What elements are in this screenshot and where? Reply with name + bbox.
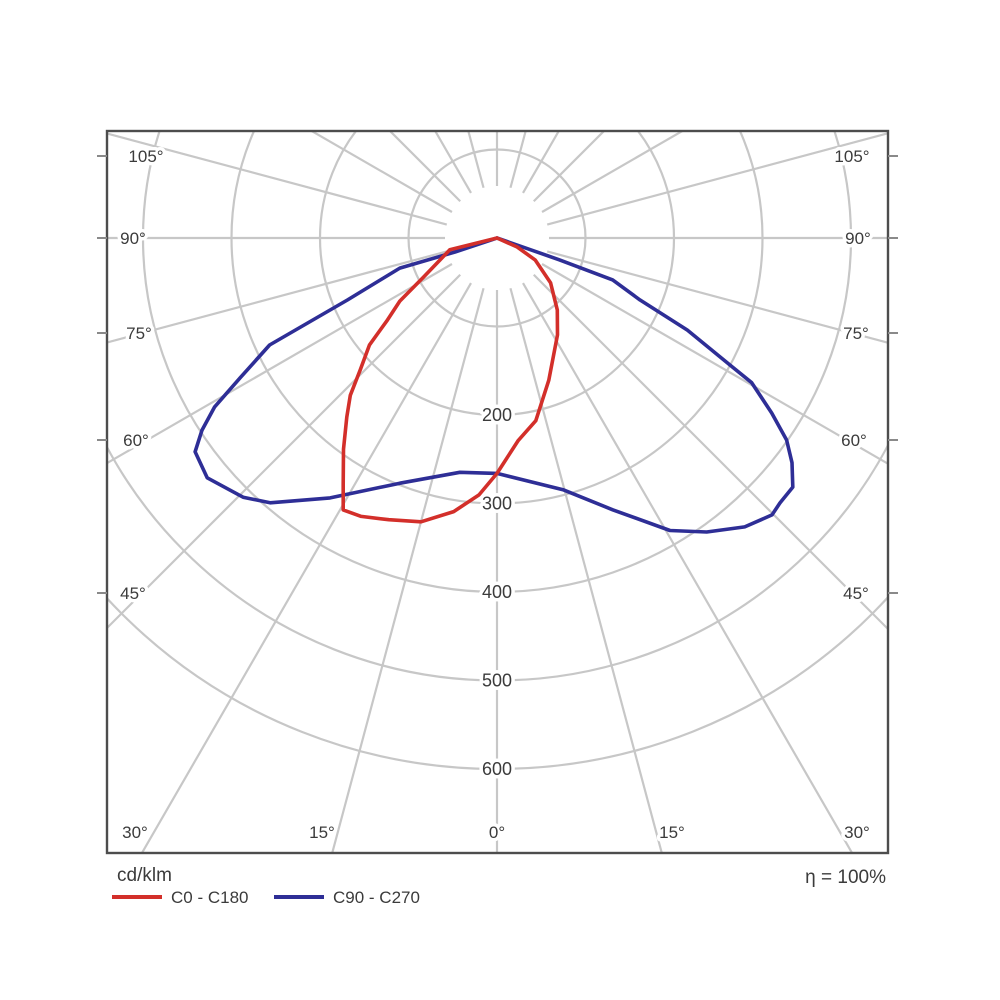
angle-gridline <box>107 132 412 217</box>
chart-frame <box>105 129 890 855</box>
angle-gridline <box>518 131 527 153</box>
gamma-label: 60° <box>841 431 867 450</box>
angle-gridline <box>559 131 606 176</box>
inner-angle-tick <box>546 213 584 226</box>
c0-c180-curve <box>341 236 560 524</box>
gamma-label: 30° <box>844 823 870 842</box>
radial-value-label: 200 <box>482 405 512 425</box>
inner-angle-tick <box>546 250 584 263</box>
radial-value-label: 600 <box>482 759 512 779</box>
inner-angle-tick <box>410 213 448 226</box>
unit-label: cd/klm <box>117 865 172 886</box>
gamma-label: 30° <box>122 823 148 842</box>
angle-gridline <box>540 131 561 162</box>
inner-angle-tick <box>472 287 485 325</box>
legend-item-c0-c180: C0 - C180 <box>112 888 248 907</box>
angle-gridline <box>518 323 663 853</box>
angle-gridline <box>107 300 435 630</box>
gamma-label: 0° <box>489 823 505 842</box>
inner-angle-tick <box>509 151 522 189</box>
gamma-label: 45° <box>843 584 869 603</box>
angle-gridline <box>573 131 685 195</box>
inner-angle-tick <box>433 174 462 203</box>
inner-angle-tick <box>532 174 561 203</box>
gamma-label: 105° <box>834 147 869 166</box>
angle-gridline <box>582 259 888 344</box>
angle-gridline <box>573 281 888 466</box>
angle-gridline <box>559 300 888 631</box>
legend-label-c90-c270: C90 - C270 <box>333 888 420 907</box>
angle-gridline <box>107 281 421 465</box>
gamma-label: 15° <box>659 823 685 842</box>
inner-angle-tick <box>410 250 448 263</box>
inner-angle-tick <box>433 273 462 302</box>
intensity-curves <box>193 236 795 534</box>
grid-circle <box>107 595 888 770</box>
inner-angle-tick <box>451 282 472 316</box>
radial-value-label: 500 <box>482 671 512 691</box>
legend-label-c0-c180: C0 - C180 <box>171 888 248 907</box>
inner-angle-tick <box>541 192 575 213</box>
inner-angle-tick <box>419 263 453 284</box>
legend-item-c90-c270: C90 - C270 <box>274 888 420 907</box>
radial-value-label: 400 <box>482 582 512 602</box>
angle-gridline <box>433 131 454 162</box>
frame-edge-ticks <box>97 155 898 594</box>
legend: C0 - C180 C90 - C270 <box>112 888 420 907</box>
angle-gridline <box>582 132 888 217</box>
inner-angle-tick <box>541 263 575 284</box>
angle-gridline <box>309 131 421 195</box>
gamma-label: 75° <box>843 324 869 343</box>
angle-gridline <box>540 314 854 853</box>
inner-angle-tick <box>472 151 485 189</box>
inner-angle-tick <box>522 160 543 194</box>
gamma-label: 90° <box>845 229 871 248</box>
c90-c270-curve <box>193 236 795 534</box>
efficiency-label: η = 100% <box>805 867 886 888</box>
angle-gridline <box>331 323 476 853</box>
gamma-label: 90° <box>120 229 146 248</box>
gamma-label: 105° <box>128 147 163 166</box>
angle-gridline <box>388 131 435 176</box>
gamma-label: 45° <box>120 584 146 603</box>
angle-gridline <box>467 131 476 153</box>
angle-gridline <box>107 259 412 344</box>
gamma-label: 75° <box>126 324 152 343</box>
inner-angle-tick <box>522 282 543 316</box>
radial-value-label: 300 <box>482 494 512 514</box>
axis-labels: 105° 90° 75° 60° 45° 30° 15° 0° 15° 30° 45° 60° 75° 9… <box>117 144 875 846</box>
angle-gridline <box>140 314 454 853</box>
gamma-label: 15° <box>309 823 335 842</box>
inner-angle-tick <box>419 192 453 213</box>
inner-angle-tick <box>451 160 472 194</box>
gamma-label: 60° <box>123 431 149 450</box>
inner-angle-tick <box>509 287 522 325</box>
